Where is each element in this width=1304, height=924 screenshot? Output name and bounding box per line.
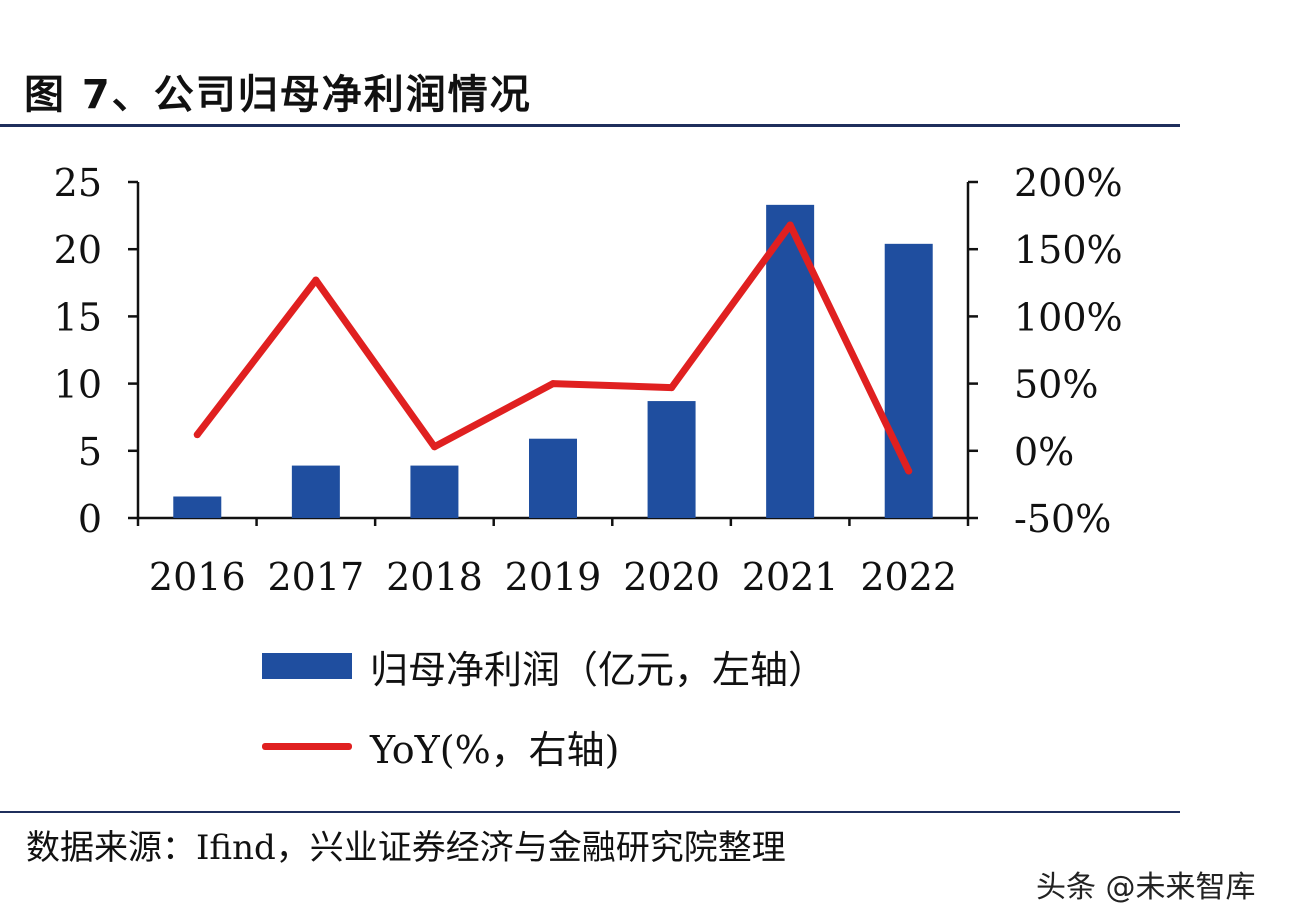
bar [291, 465, 340, 518]
yoy-point [668, 384, 676, 392]
bar [884, 243, 933, 518]
legend-item-bar: 归母净利润（亿元，左轴） [262, 636, 826, 696]
x-axis-tick-label: 2018 [386, 555, 483, 599]
legend-bar-label: 归母净利润（亿元，左轴） [370, 647, 827, 692]
left-axis-tick-label: 10 [54, 363, 102, 407]
right-axis-tick-label: 50% [1014, 363, 1098, 407]
x-axis-tick-label: 2016 [149, 555, 246, 599]
yoy-point [193, 431, 201, 439]
bar [647, 401, 696, 518]
bar [173, 496, 222, 518]
right-axis-tick-label: -50% [1014, 497, 1111, 541]
legend: 归母净利润（亿元，左轴） YoY(%，右轴) [262, 636, 826, 776]
source-divider [0, 811, 1180, 813]
left-axis-tick-label: 20 [54, 228, 102, 272]
left-axis-tick-label: 0 [78, 497, 102, 541]
chart-title: 图 7、公司归母净利润情况 [24, 72, 532, 118]
chart: 0 5 10 15 20 25 -50% 0% 50% 100% 150% 200% 2016 2017 2… [54, 161, 1123, 599]
yoy-point [549, 380, 557, 388]
title-divider [0, 124, 1180, 127]
x-axis-tick-label: 2019 [505, 555, 602, 599]
yoy-point [430, 443, 438, 451]
source-note: 数据来源：Ifind，兴业证券经济与金融研究院整理 [26, 828, 786, 868]
x-axis-tick-label: 2017 [267, 555, 364, 599]
right-axis-tick-label: 150% [1014, 228, 1123, 272]
watermark: 头条 @未来智库 [1036, 870, 1256, 905]
x-axis-tick-label: 2021 [742, 555, 839, 599]
right-axis-tick-label: 0% [1014, 430, 1074, 474]
left-axis-tick-label: 5 [78, 430, 102, 474]
right-axis-tick-label: 200% [1014, 161, 1123, 205]
x-axis-tick-label: 2020 [623, 555, 720, 599]
legend-line-label: YoY(%，右轴) [370, 727, 620, 772]
bar [410, 465, 459, 518]
left-axis-tick-label: 25 [54, 161, 102, 205]
legend-item-line: YoY(%，右轴) [262, 716, 826, 776]
right-axis-tick-label: 100% [1014, 295, 1123, 339]
yoy-point [905, 467, 913, 475]
left-axis-tick-label: 15 [54, 295, 102, 339]
legend-line-swatch [262, 742, 352, 750]
yoy-point [312, 276, 320, 284]
yoy-point [786, 221, 794, 229]
x-axis-tick-label: 2022 [860, 555, 957, 599]
bar [529, 438, 577, 518]
legend-bar-swatch [262, 653, 352, 679]
